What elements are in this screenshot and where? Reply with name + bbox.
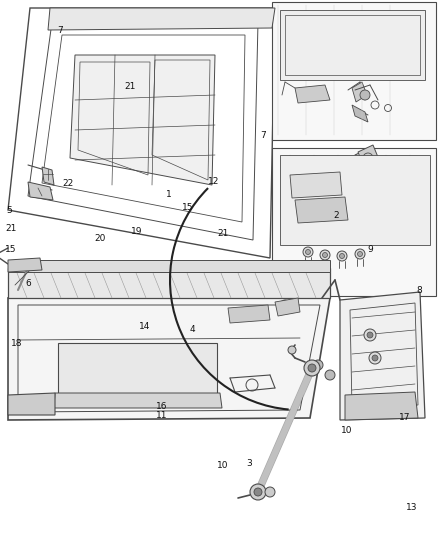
FancyBboxPatch shape: [58, 343, 217, 399]
Polygon shape: [48, 8, 275, 30]
Polygon shape: [290, 172, 342, 198]
Circle shape: [377, 182, 384, 189]
Polygon shape: [352, 105, 368, 122]
Circle shape: [367, 332, 373, 338]
Polygon shape: [295, 197, 348, 223]
Text: 20: 20: [94, 235, 106, 243]
Circle shape: [339, 254, 345, 259]
Polygon shape: [8, 268, 330, 298]
Polygon shape: [352, 82, 367, 102]
Polygon shape: [28, 182, 53, 200]
Circle shape: [357, 252, 363, 256]
Circle shape: [369, 352, 381, 364]
Text: 8: 8: [417, 286, 423, 295]
Text: 18: 18: [11, 340, 22, 348]
Text: 5: 5: [7, 206, 13, 215]
Circle shape: [304, 360, 320, 376]
Polygon shape: [8, 260, 330, 272]
Text: 21: 21: [5, 224, 17, 232]
Text: 16: 16: [156, 402, 168, 410]
Circle shape: [314, 169, 322, 177]
Polygon shape: [280, 155, 430, 245]
Polygon shape: [345, 392, 418, 420]
Polygon shape: [42, 167, 54, 185]
Text: 1: 1: [166, 190, 172, 199]
Circle shape: [308, 90, 312, 94]
Text: 21: 21: [218, 229, 229, 238]
Circle shape: [313, 360, 323, 370]
Text: 15: 15: [182, 204, 193, 212]
Polygon shape: [340, 292, 425, 420]
Circle shape: [308, 364, 316, 372]
Circle shape: [303, 247, 313, 257]
Circle shape: [360, 90, 370, 100]
Text: 3: 3: [246, 459, 252, 468]
Text: 22: 22: [62, 180, 74, 188]
Text: 21: 21: [125, 82, 136, 91]
Text: 6: 6: [25, 279, 32, 288]
Text: 4: 4: [190, 325, 195, 334]
Circle shape: [265, 487, 275, 497]
Text: 15: 15: [5, 245, 17, 254]
Text: 17: 17: [399, 414, 411, 422]
Polygon shape: [8, 258, 42, 272]
Polygon shape: [228, 305, 270, 323]
Polygon shape: [295, 85, 330, 103]
Polygon shape: [8, 393, 55, 415]
Circle shape: [355, 249, 365, 259]
Polygon shape: [70, 55, 215, 185]
Circle shape: [337, 251, 347, 261]
Circle shape: [280, 300, 290, 310]
Polygon shape: [358, 145, 380, 170]
Circle shape: [254, 488, 262, 496]
Circle shape: [325, 370, 335, 380]
Polygon shape: [54, 393, 222, 408]
Text: 7: 7: [57, 27, 64, 35]
Circle shape: [372, 355, 378, 361]
FancyBboxPatch shape: [272, 2, 436, 140]
Text: 12: 12: [208, 177, 219, 185]
Text: 19: 19: [131, 228, 142, 236]
Circle shape: [250, 484, 266, 500]
Text: 10: 10: [217, 461, 228, 470]
Circle shape: [364, 329, 376, 341]
Circle shape: [308, 24, 316, 32]
Polygon shape: [275, 298, 300, 316]
Text: 9: 9: [367, 245, 373, 254]
Circle shape: [320, 250, 330, 260]
Text: 11: 11: [156, 411, 168, 420]
Text: 7: 7: [260, 132, 266, 140]
Polygon shape: [8, 298, 330, 420]
Circle shape: [322, 253, 328, 257]
Circle shape: [288, 346, 296, 354]
Circle shape: [305, 249, 311, 254]
Text: 13: 13: [406, 503, 417, 512]
Text: 10: 10: [341, 426, 353, 435]
Polygon shape: [280, 10, 425, 80]
FancyBboxPatch shape: [272, 148, 436, 296]
Circle shape: [366, 174, 374, 182]
Text: 2: 2: [334, 212, 339, 220]
Text: 14: 14: [139, 322, 150, 330]
